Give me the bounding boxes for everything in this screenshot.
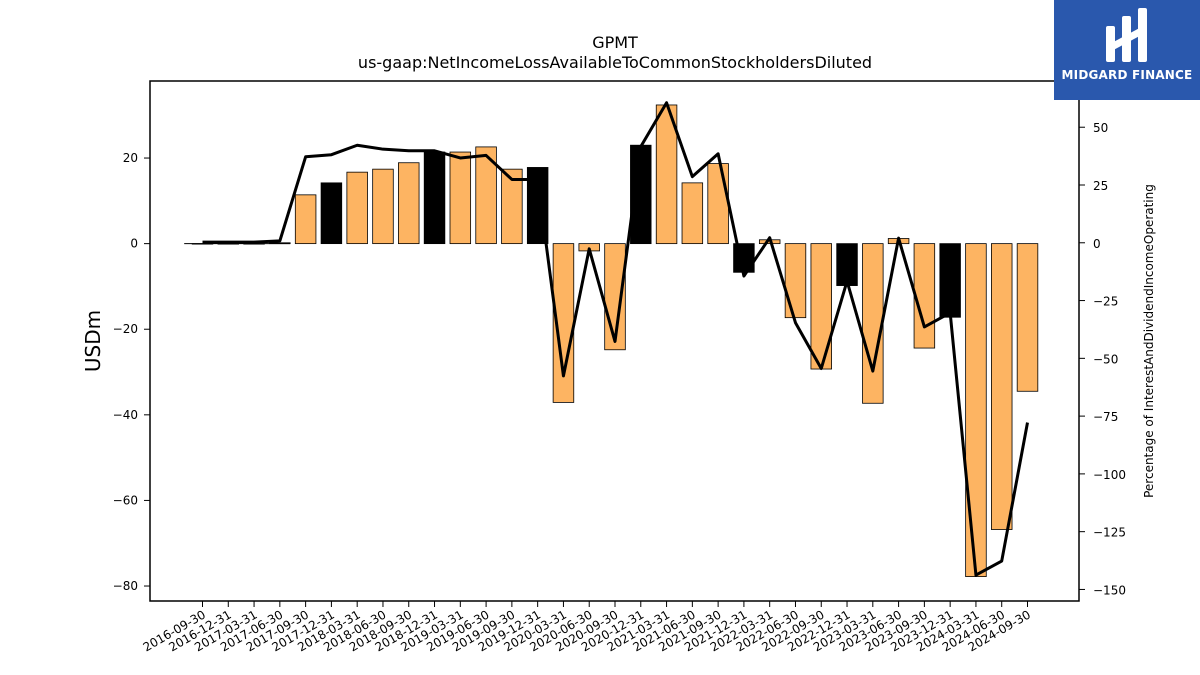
bar — [939, 243, 961, 318]
y2-tick-label: −75 — [1093, 410, 1118, 424]
bar — [501, 168, 523, 245]
y2-tick-label: 25 — [1093, 179, 1108, 193]
y2-axis-label: Percentage of InterestAndDividendIncomeO… — [1142, 184, 1156, 498]
y-tick-label: 20 — [123, 151, 138, 165]
bar — [294, 194, 317, 245]
bar — [423, 151, 446, 245]
bar — [1016, 243, 1039, 392]
bar — [346, 171, 368, 245]
x-axis: 2016-09-302016-12-312017-03-312017-06-30… — [141, 601, 1033, 654]
chart-title: GPMT — [592, 33, 638, 52]
bar — [991, 243, 1013, 530]
bar — [372, 168, 394, 245]
y2-tick-label: 50 — [1093, 121, 1108, 135]
bar — [784, 243, 807, 319]
bar — [398, 162, 420, 245]
y-axis: −80 −60 −40 −20 0 20 — [113, 151, 150, 593]
bar — [862, 243, 884, 404]
bar — [681, 182, 704, 245]
chart-subtitle: us-gaap:NetIncomeLossAvailableToCommonSt… — [358, 53, 872, 72]
y-tick-label: 0 — [130, 237, 138, 251]
bar — [707, 163, 729, 245]
y2-axis: −150 −125 −100 −75 −50 −25 0 25 50 — [1079, 121, 1126, 597]
brand-mark-icon — [1106, 8, 1147, 62]
bar — [836, 243, 858, 286]
y2-tick-label: 0 — [1093, 237, 1101, 251]
y2-tick-label: −125 — [1093, 526, 1126, 540]
bar — [965, 243, 987, 578]
y2-tick-label: −25 — [1093, 295, 1118, 309]
y-tick-label: −40 — [113, 408, 138, 422]
y-tick-label: −60 — [113, 493, 138, 507]
y-tick-label: −80 — [113, 579, 138, 593]
brand-logo: MIDGARD FINANCE — [1054, 0, 1200, 100]
y2-tick-label: −150 — [1093, 583, 1126, 597]
y2-tick-label: −100 — [1093, 468, 1126, 482]
brand-name: MIDGARD FINANCE — [1061, 68, 1193, 82]
y2-tick-label: −50 — [1093, 352, 1118, 366]
y-axis-label: USDm — [81, 310, 105, 372]
bar — [449, 151, 472, 245]
y-tick-label: −20 — [113, 322, 138, 336]
bar — [913, 243, 936, 349]
bar — [475, 146, 497, 245]
bar-series — [191, 104, 1039, 578]
bar — [320, 182, 343, 245]
bar — [810, 243, 832, 370]
ratio-line — [202, 101, 1029, 577]
